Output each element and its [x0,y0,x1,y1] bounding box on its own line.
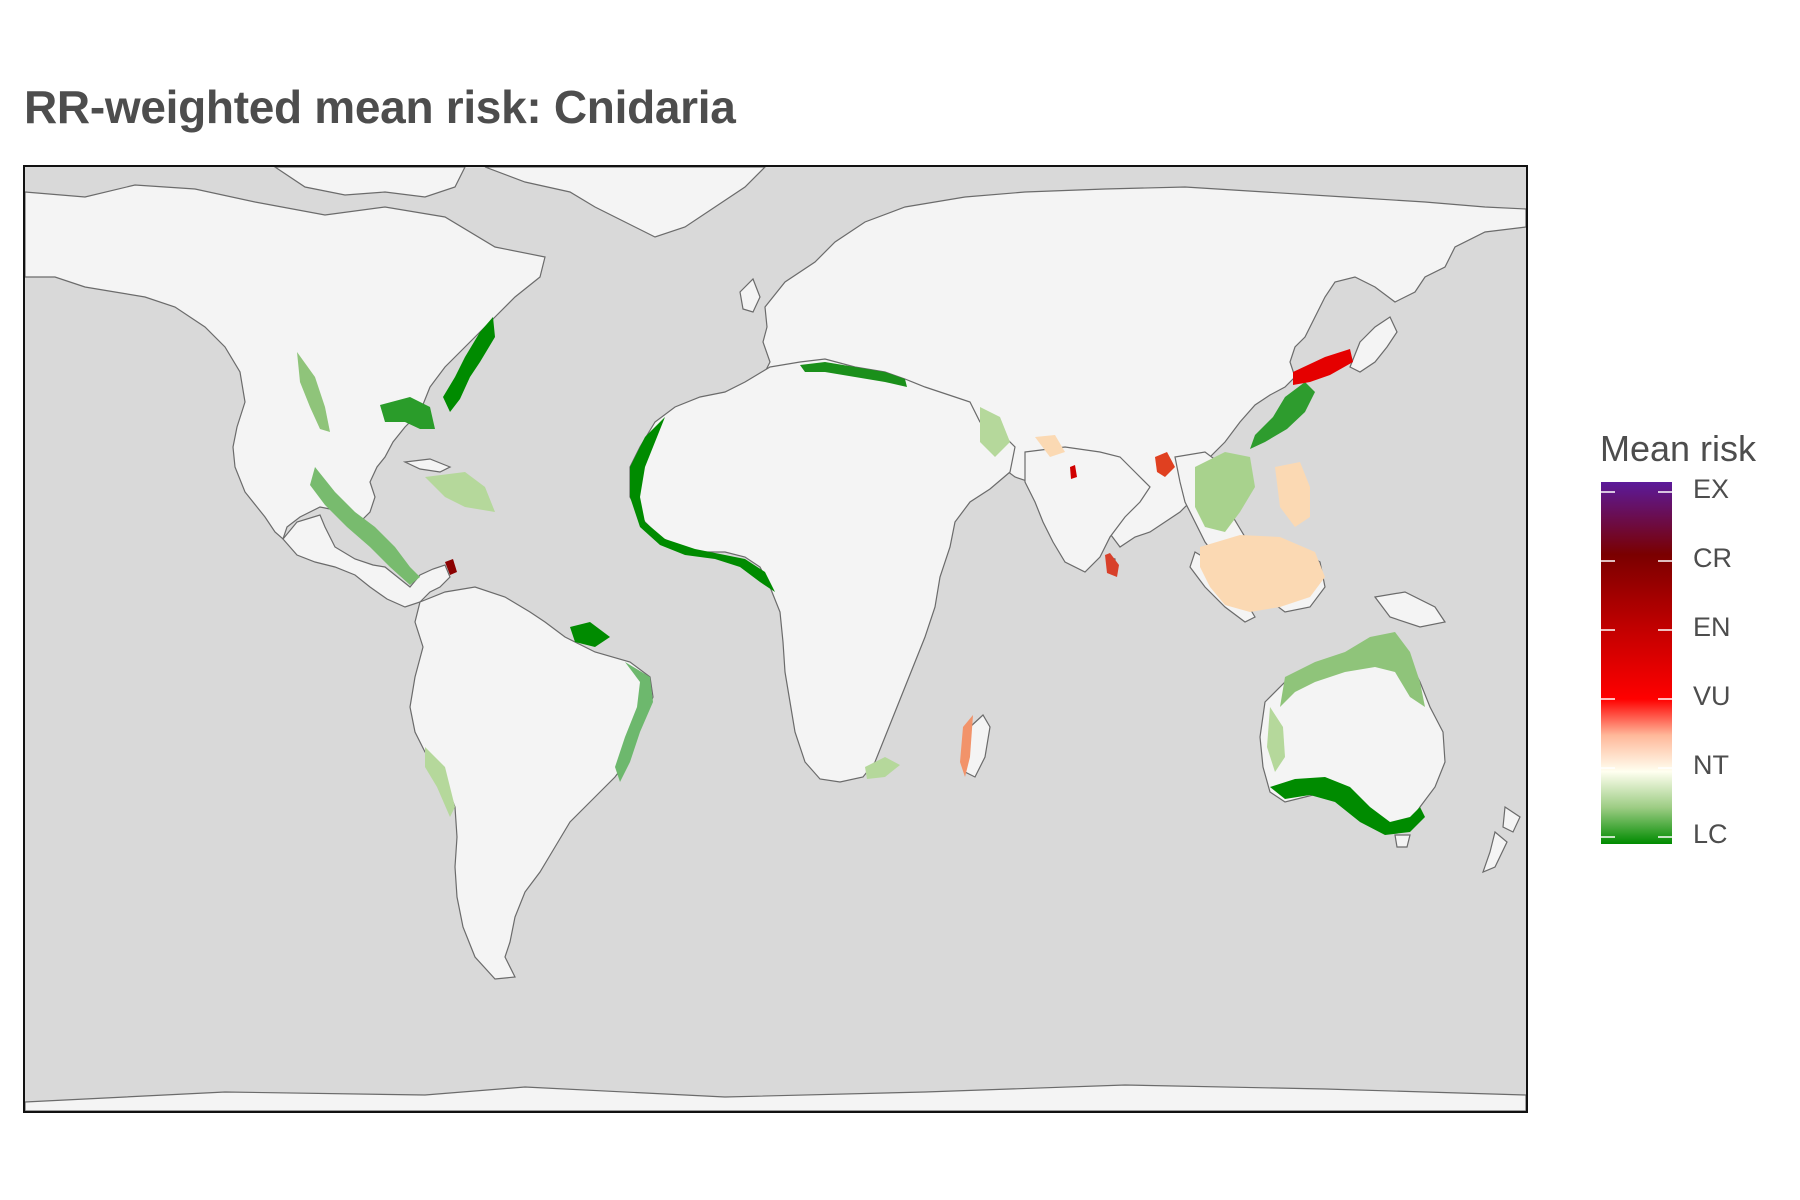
risk-zone-south-africa-lc [865,757,900,779]
new-zealand [1481,805,1521,874]
risk-zone-red-sea-nt [980,407,1010,457]
legend-label-nt: NT [1693,750,1729,780]
risk-zone-baja-lc [297,352,330,432]
risk-zone-madagascar-nt [960,715,973,777]
risk-zone-panama-cr [445,559,457,575]
risk-zone-nw-australia-lc [1267,707,1285,772]
legend-label-vu: VU [1693,681,1731,711]
new-guinea [1373,591,1446,628]
risk-zone-china-coast-lc [1250,382,1315,449]
world-map [25,167,1526,1111]
risk-zone-amazon-lc [570,622,610,647]
legend-label-ex: EX [1693,474,1730,504]
risk-zone-s-australia-lc [1270,777,1425,835]
risk-zone-gulf-of-kutch-vu [1070,465,1077,479]
risk-zone-mediterranean-lc [800,362,907,387]
risk-zone-n-australia-lc [1280,632,1425,707]
legend-ticks [1601,491,1672,838]
india [1024,446,1151,573]
risk-zone-indonesia-nt [1200,535,1325,612]
risk-zone-se-asia-lc [1195,452,1255,532]
tasmania [1394,834,1411,848]
legend-colorbar-svg [1601,482,1672,844]
map-panel [23,165,1528,1113]
legend-colorbar [1601,482,1672,844]
risk-zone-chile-lc [425,747,455,817]
land-masses [25,167,1526,1111]
legend-label-en: EN [1693,612,1731,642]
risk-zone-bay-of-bengal-vu [1155,452,1175,477]
antarctica [25,1084,1526,1111]
risk-zone-gulf-lc [380,397,435,429]
legend-label-cr: CR [1693,543,1732,573]
map-title: RR-weighted mean risk: Cnidaria [24,81,736,133]
japan [1349,316,1398,373]
risk-zone-caribbean-nt [425,472,495,512]
legend-gradient [1601,482,1672,844]
greenland [484,167,766,238]
risk-zone-brazil-lc [615,662,653,782]
risk-zone-yellow-sea-vu [1293,349,1353,385]
risk-zone-us-east-lc [443,317,495,412]
cuba [402,458,452,473]
legend-label-lc: LC [1693,819,1728,849]
risk-zone-philippines-nt [1275,462,1310,527]
risk-zone-central-america-lc [310,467,420,585]
risk-zone-arabian-sea-nt [1035,435,1065,457]
central-america [282,514,451,608]
risk-zones [297,317,1425,835]
arctic-islands [273,167,466,198]
north-america [25,184,546,541]
risk-zone-west-africa-lc [630,417,775,592]
legend-title: Mean risk [1600,428,1757,469]
british-isles [739,277,761,313]
risk-zone-sri-lanka-vu [1105,553,1119,577]
